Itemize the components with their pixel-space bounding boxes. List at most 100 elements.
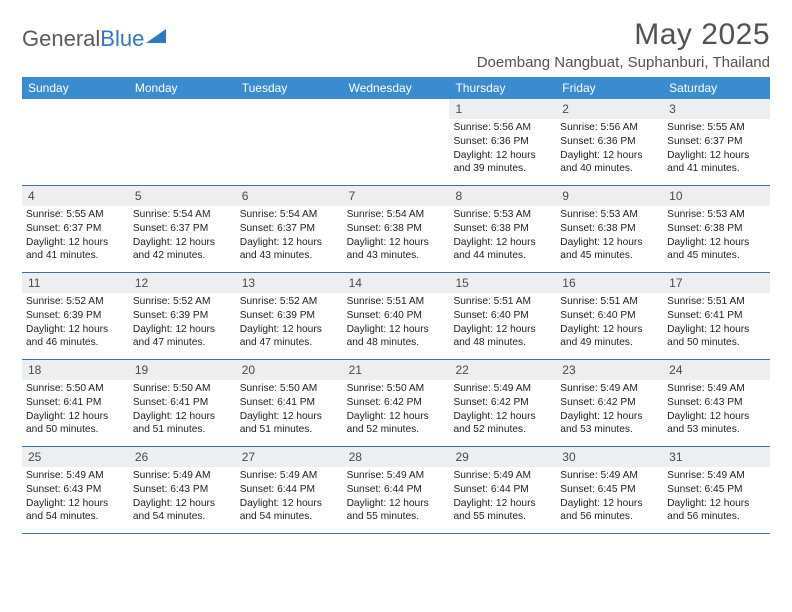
sunrise-line: Sunrise: 5:49 AM [560,382,659,396]
day-details: Sunrise: 5:49 AMSunset: 6:44 PMDaylight:… [449,467,556,528]
day-number: 28 [343,447,450,467]
day-cell: 20Sunrise: 5:50 AMSunset: 6:41 PMDayligh… [236,360,343,446]
day-details: Sunrise: 5:49 AMSunset: 6:45 PMDaylight:… [663,467,770,528]
logo-text: GeneralBlue [22,26,144,52]
weekday-header: Saturday [663,77,770,99]
day-cell: 9Sunrise: 5:53 AMSunset: 6:38 PMDaylight… [556,186,663,272]
day-cell: 30 Sunrise: 5:49 AMSunset: 6:45 PMDayligh… [556,447,663,533]
day-details: Sunrise: 5:55 AMSunset: 6:37 PMDaylight:… [22,206,129,267]
sunset-line: Sunset: 6:37 PM [26,222,125,236]
sunrise-line: Sunrise: 5:49 AM [240,469,339,483]
day-cell: 3Sunrise: 5:55 AMSunset: 6:37 PMDaylight… [663,99,770,185]
sunset-line: Sunset: 6:39 PM [26,309,125,323]
day-number: 15 [449,273,556,293]
sunset-line: Sunset: 6:40 PM [347,309,446,323]
sunrise-line: Sunrise: 5:52 AM [240,295,339,309]
daylight-line: Daylight: 12 hours and 53 minutes. [667,410,766,438]
weekday-header: Sunday [22,77,129,99]
week-row: 4Sunrise: 5:55 AMSunset: 6:37 PMDaylight… [22,186,770,273]
sunset-line: Sunset: 6:45 PM [667,483,766,497]
sunset-line: Sunset: 6:43 PM [667,396,766,410]
daylight-line: Daylight: 12 hours and 50 minutes. [26,410,125,438]
sunrise-line: Sunrise: 5:49 AM [560,469,659,483]
weekday-header: Monday [129,77,236,99]
day-number: 29 [449,447,556,467]
day-details: Sunrise: 5:54 AMSunset: 6:37 PMDaylight:… [236,206,343,267]
daylight-line: Daylight: 12 hours and 39 minutes. [453,149,552,177]
day-number: 26 [129,447,236,467]
sunrise-line: Sunrise: 5:50 AM [133,382,232,396]
logo: GeneralBlue [22,26,166,52]
day-details: Sunrise: 5:56 AMSunset: 6:36 PMDaylight:… [449,119,556,180]
daylight-line: Daylight: 12 hours and 53 minutes. [560,410,659,438]
daylight-line: Daylight: 12 hours and 55 minutes. [347,497,446,525]
day-number: 5 [129,186,236,206]
day-cell: 10Sunrise: 5:53 AMSunset: 6:38 PMDayligh… [663,186,770,272]
day-number: 17 [663,273,770,293]
sunset-line: Sunset: 6:37 PM [240,222,339,236]
day-cell: 31Sunrise: 5:49 AMSunset: 6:45 PMDayligh… [663,447,770,533]
day-details: Sunrise: 5:52 AMSunset: 6:39 PMDaylight:… [22,293,129,354]
day-number: 1 [449,99,556,119]
sunset-line: Sunset: 6:38 PM [560,222,659,236]
sunset-line: Sunset: 6:38 PM [453,222,552,236]
sunrise-line: Sunrise: 5:49 AM [453,469,552,483]
day-number: 4 [22,186,129,206]
day-details: Sunrise: 5:49 AMSunset: 6:42 PMDaylight:… [556,380,663,441]
day-details: Sunrise: 5:50 AMSunset: 6:41 PMDaylight:… [129,380,236,441]
sunset-line: Sunset: 6:40 PM [453,309,552,323]
day-details: Sunrise: 5:51 AMSunset: 6:41 PMDaylight:… [663,293,770,354]
daylight-line: Daylight: 12 hours and 51 minutes. [240,410,339,438]
sunset-line: Sunset: 6:37 PM [133,222,232,236]
sunset-line: Sunset: 6:38 PM [347,222,446,236]
day-cell: 18Sunrise: 5:50 AMSunset: 6:41 PMDayligh… [22,360,129,446]
daylight-line: Daylight: 12 hours and 51 minutes. [133,410,232,438]
day-details: Sunrise: 5:56 AMSunset: 6:36 PMDaylight:… [556,119,663,180]
day-details: Sunrise: 5:49 AMSunset: 6:42 PMDaylight:… [449,380,556,441]
day-cell: 22Sunrise: 5:49 AMSunset: 6:42 PMDayligh… [449,360,556,446]
daylight-line: Daylight: 12 hours and 43 minutes. [347,236,446,264]
day-details: Sunrise: 5:50 AMSunset: 6:41 PMDaylight:… [236,380,343,441]
daylight-line: Daylight: 12 hours and 52 minutes. [347,410,446,438]
sunset-line: Sunset: 6:41 PM [133,396,232,410]
daylight-line: Daylight: 12 hours and 54 minutes. [26,497,125,525]
sunset-line: Sunset: 6:45 PM [560,483,659,497]
sunrise-line: Sunrise: 5:50 AM [347,382,446,396]
day-details: Sunrise: 5:49 AMSunset: 6:43 PMDaylight:… [22,467,129,528]
day-details: Sunrise: 5:53 AMSunset: 6:38 PMDaylight:… [449,206,556,267]
day-number: 24 [663,360,770,380]
day-cell: 1Sunrise: 5:56 AMSunset: 6:36 PMDaylight… [449,99,556,185]
sunrise-line: Sunrise: 5:49 AM [453,382,552,396]
daylight-line: Daylight: 12 hours and 56 minutes. [667,497,766,525]
weekday-header: Wednesday [343,77,450,99]
sunrise-line: Sunrise: 5:51 AM [347,295,446,309]
sunrise-line: Sunrise: 5:54 AM [240,208,339,222]
sunset-line: Sunset: 6:43 PM [26,483,125,497]
sunrise-line: Sunrise: 5:50 AM [240,382,339,396]
month-title: May 2025 [477,18,770,52]
logo-text-gray: General [22,26,100,51]
day-cell: 15Sunrise: 5:51 AMSunset: 6:40 PMDayligh… [449,273,556,359]
calendar-grid: SundayMondayTuesdayWednesdayThursdayFrid… [22,77,770,534]
daylight-line: Daylight: 12 hours and 43 minutes. [240,236,339,264]
day-cell: 23Sunrise: 5:49 AMSunset: 6:42 PMDayligh… [556,360,663,446]
sunset-line: Sunset: 6:44 PM [240,483,339,497]
sunset-line: Sunset: 6:39 PM [133,309,232,323]
weekday-header-row: SundayMondayTuesdayWednesdayThursdayFrid… [22,77,770,99]
day-cell: 5Sunrise: 5:54 AMSunset: 6:37 PMDaylight… [129,186,236,272]
sunset-line: Sunset: 6:41 PM [667,309,766,323]
daylight-line: Daylight: 12 hours and 56 minutes. [560,497,659,525]
weekday-header: Friday [556,77,663,99]
day-cell: 27Sunrise: 5:49 AMSunset: 6:44 PMDayligh… [236,447,343,533]
day-number: 30 [556,447,663,467]
daylight-line: Daylight: 12 hours and 54 minutes. [133,497,232,525]
sunset-line: Sunset: 6:41 PM [240,396,339,410]
daylight-line: Daylight: 12 hours and 48 minutes. [347,323,446,351]
day-number: 2 [556,99,663,119]
day-cell [343,99,450,185]
day-number: 10 [663,186,770,206]
sunrise-line: Sunrise: 5:53 AM [560,208,659,222]
sunset-line: Sunset: 6:41 PM [26,396,125,410]
sunrise-line: Sunrise: 5:54 AM [347,208,446,222]
sunrise-line: Sunrise: 5:50 AM [26,382,125,396]
